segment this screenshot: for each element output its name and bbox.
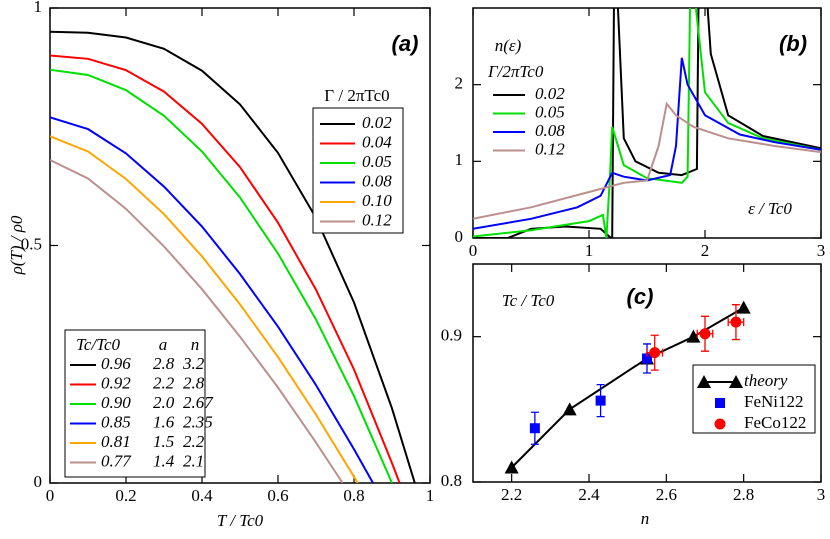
table-cell: 2.1 (183, 451, 204, 470)
table-cell: 1.4 (153, 451, 175, 470)
x-tick-label: 0.4 (191, 486, 213, 505)
marker (562, 402, 577, 416)
table-cell: 2.0 (153, 393, 175, 412)
series-line (473, 101, 821, 220)
table-cell: 0.85 (101, 412, 131, 431)
table-cell: 0.77 (101, 451, 132, 470)
legend-label: FeCo122 (744, 413, 806, 432)
y-tick-label: 0.5 (21, 234, 42, 253)
table-cell: 0.90 (101, 393, 131, 412)
legend-box (312, 107, 404, 234)
table-cell: 1.6 (153, 412, 175, 431)
table-header: n (191, 335, 200, 354)
legend-label: 0.05 (362, 152, 392, 171)
marker (730, 316, 742, 328)
legend-label: 0.05 (535, 102, 565, 121)
legend-label: 0.02 (362, 113, 392, 132)
marker (736, 300, 751, 314)
x-tick-label: 2.6 (656, 485, 677, 504)
table-cell: 1.5 (153, 432, 174, 451)
marker (699, 328, 711, 340)
plot-area (504, 300, 751, 474)
x-axis-label: ε / Tc0 (748, 199, 792, 218)
y-tick-label: 0.8 (441, 471, 462, 490)
table-cell: 2.2 (183, 432, 205, 451)
legend-label: theory (744, 371, 788, 390)
x-tick-label: 0.6 (267, 486, 288, 505)
y-axis-label: Tc / Tc0 (502, 291, 555, 310)
plot-area (473, 8, 821, 238)
x-tick-label: 2.2 (501, 485, 522, 504)
x-tick-label: 1 (585, 241, 594, 260)
y-tick-label: 0 (455, 227, 464, 246)
x-tick-label: 0 (469, 241, 478, 260)
y-tick-label: 0 (34, 472, 43, 491)
table-header: a (159, 335, 168, 354)
x-tick-label: 3 (817, 241, 826, 260)
x-tick-label: 0 (46, 486, 55, 505)
y-axis-label: n(ε) (495, 36, 522, 55)
plot-area (50, 30, 416, 483)
plot-frame (472, 7, 822, 239)
marker (697, 375, 711, 388)
marker (595, 395, 606, 406)
y-tick-label: 1 (455, 150, 464, 169)
y-tick-label: 1 (34, 0, 43, 16)
plot-frame (472, 263, 822, 483)
marker (529, 423, 540, 434)
table-cell: 2.35 (183, 412, 213, 431)
legend-title: Γ / 2πTc0 (324, 86, 389, 105)
marker (649, 347, 661, 359)
table-cell: 0.96 (101, 354, 131, 373)
legend-label: 0.02 (535, 84, 565, 103)
legend-label: 0.12 (535, 139, 565, 158)
series-line (50, 30, 416, 483)
marker (715, 398, 725, 408)
x-axis-label: T / Tc0 (217, 511, 264, 530)
y-axis-label: ρ(T) / ρ0 (7, 215, 26, 275)
series-line (50, 68, 393, 483)
table-cell: 0.81 (101, 432, 131, 451)
table-cell: 2.2 (153, 373, 175, 392)
table-cell: 2.8 (153, 354, 175, 373)
table-cell: 2.8 (183, 373, 205, 392)
panel-title: (b) (779, 31, 807, 56)
x-tick-label: 0.2 (115, 486, 136, 505)
marker (686, 329, 701, 343)
series-line (50, 54, 401, 483)
x-tick-label: 2.4 (578, 485, 600, 504)
x-tick-label: 0.8 (343, 486, 364, 505)
x-axis-label: n (641, 509, 650, 528)
legend-label: FeNi122 (744, 392, 804, 411)
series-line (473, 8, 821, 238)
marker (504, 460, 519, 474)
table-cell: 3.2 (182, 354, 205, 373)
series-line (50, 135, 359, 483)
panel-title: (c) (627, 284, 654, 309)
y-tick-label: 0.9 (441, 326, 462, 345)
legend-label: 0.10 (362, 191, 392, 210)
series-line (50, 159, 344, 483)
table-cell: 2.67 (183, 393, 214, 412)
marker (642, 353, 652, 364)
series-line (50, 116, 374, 483)
legend-label: 0.04 (362, 132, 392, 151)
x-tick-label: 3 (817, 485, 826, 504)
legend-label: 0.08 (362, 171, 392, 190)
marker (714, 418, 726, 430)
y-tick-label: 2 (455, 74, 464, 93)
x-tick-label: 2.8 (733, 485, 754, 504)
table-cell: 0.92 (101, 373, 131, 392)
x-tick-label: 1 (426, 486, 435, 505)
legend-label: 0.12 (362, 210, 392, 229)
legend-title: Γ/2πTc0 (487, 62, 544, 81)
x-tick-label: 2 (701, 241, 710, 260)
marker (729, 375, 743, 388)
panel-title: (a) (392, 31, 419, 56)
table-header: Tc/Tc0 (76, 335, 121, 354)
legend-box (692, 364, 816, 434)
legend-label: 0.08 (535, 121, 565, 140)
series-line (473, 57, 821, 230)
